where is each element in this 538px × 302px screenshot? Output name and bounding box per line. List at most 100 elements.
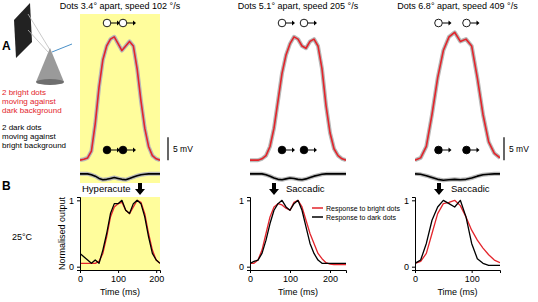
legend-entry: Response to bright dots (326, 205, 400, 213)
tick-label: 0 (248, 274, 253, 284)
motion-arrow (471, 150, 478, 151)
tick-mark (77, 267, 80, 268)
tick-label: 0 (239, 262, 244, 272)
series-line (415, 174, 500, 180)
schematic (14, 3, 72, 85)
motion-arrowhead (477, 21, 480, 26)
series-line (80, 200, 160, 263)
dark-dot-icon (103, 146, 111, 154)
bright-dot-icon (463, 19, 471, 27)
plot-area (415, 32, 500, 180)
y-axis-title: Normalised output (57, 196, 67, 270)
light-ray (28, 30, 48, 52)
screen-edge (16, 42, 32, 58)
motion-arrowhead (133, 21, 136, 26)
tick: 100 (283, 270, 298, 284)
normalised-panel: 010001Time (ms)Saccadic (404, 183, 501, 297)
y-axis: 01 (69, 196, 81, 272)
stimulus-arrow (434, 183, 444, 195)
motion-arrowhead (133, 148, 136, 153)
tick: 0 (239, 262, 250, 272)
plot-area (80, 200, 160, 263)
scale-bar (167, 137, 168, 160)
legend-entry: Response to dark dots (326, 214, 397, 222)
tick: 0 (413, 270, 418, 284)
fly-eye-base (36, 79, 64, 85)
axis-line (412, 198, 416, 271)
motion-arrowhead (449, 21, 452, 26)
title: Saccadic (451, 183, 490, 194)
tick-mark (290, 270, 291, 273)
panel-label: B (2, 179, 11, 193)
legend-item: Response to dark dots (312, 214, 397, 222)
tick-mark (118, 270, 119, 273)
background (80, 14, 160, 183)
title: Dots 3.4° apart, speed 102 °/s (60, 1, 181, 11)
title: Dots 6.8° apart, speed 409 °/s (397, 1, 518, 11)
series-line (250, 37, 346, 160)
trace-spread (415, 174, 500, 180)
axis-line (247, 198, 251, 271)
motion-arrowhead (314, 21, 317, 26)
trace-panel: Dots 5.1° apart, speed 205 °/s (238, 1, 359, 180)
scale-bar-label: 5 mV (173, 144, 193, 154)
title: Hyperacute (82, 183, 131, 194)
y-axis: 01 (239, 196, 251, 272)
motion-arrowhead (449, 148, 452, 153)
plot-area (250, 37, 346, 180)
x-axis: 0 100 (413, 270, 501, 284)
tick-label: 0 (78, 274, 83, 284)
trace-spread (250, 174, 346, 180)
series-line (415, 200, 500, 263)
dark-dot-icon (463, 146, 471, 154)
bright-dot-icon (119, 19, 127, 27)
tick-mark (412, 267, 415, 268)
figure: Dots 3.4° apart, speed 102 °/s5 mVA2 bri… (0, 0, 538, 302)
stimulus-arrow (135, 183, 145, 195)
normalised-panel: 010020001Time (ms)Normalised outputHyper… (2, 179, 164, 297)
legend-swatch (312, 207, 323, 209)
axis-line (81, 271, 161, 274)
annotation: 25°C (12, 232, 33, 242)
motion-arrow (286, 150, 293, 151)
trace-spread (250, 37, 346, 160)
x-axis-title: Time (ms) (100, 287, 140, 297)
series-line (80, 174, 160, 180)
normalised-panel: 010020001Time (ms)SaccadicResponse to br… (239, 183, 400, 297)
bright-dot-icon (300, 19, 308, 27)
tick-label: 100 (283, 274, 298, 284)
tick: 1 (404, 196, 415, 206)
scale-bar (503, 137, 504, 160)
legend-swatch (312, 216, 323, 218)
tick-mark (472, 270, 473, 273)
series-line (415, 200, 500, 265)
tick-label: 1 (69, 196, 74, 206)
trace-panel: Dots 6.8° apart, speed 409 °/s5 mV (397, 1, 529, 180)
tick-label: 0 (404, 262, 409, 272)
fly-eye (36, 48, 64, 82)
motion-arrowhead (292, 21, 295, 26)
tick: 1 (69, 196, 80, 206)
tick-label: 0 (413, 274, 418, 284)
trace-panel: Dots 3.4° apart, speed 102 °/s5 mVA2 bri… (2, 1, 193, 183)
axis-line (77, 198, 81, 271)
series-line (80, 37, 160, 160)
legend-entry: 2 dark dotsmoving againstbright backgrou… (2, 123, 66, 150)
motion-arrow (308, 23, 315, 24)
motion-arrow (127, 150, 134, 151)
tick-label: 100 (465, 274, 480, 284)
tick-mark (156, 270, 157, 273)
y-axis: 01 (404, 196, 416, 272)
tick-mark (330, 270, 331, 273)
legend-item: Response to bright dots (312, 205, 400, 213)
motion-arrowhead (314, 148, 317, 153)
motion-arrow (443, 23, 450, 24)
title: Dots 5.1° apart, speed 205 °/s (238, 1, 359, 11)
tick-mark (412, 200, 415, 201)
tick-mark (77, 200, 80, 201)
bright-dot-icon (103, 19, 111, 27)
x-axis: 0100200 (78, 270, 164, 284)
tick: 100 (111, 270, 126, 284)
axis-line (251, 271, 347, 274)
bright-dot-icon (435, 19, 443, 27)
